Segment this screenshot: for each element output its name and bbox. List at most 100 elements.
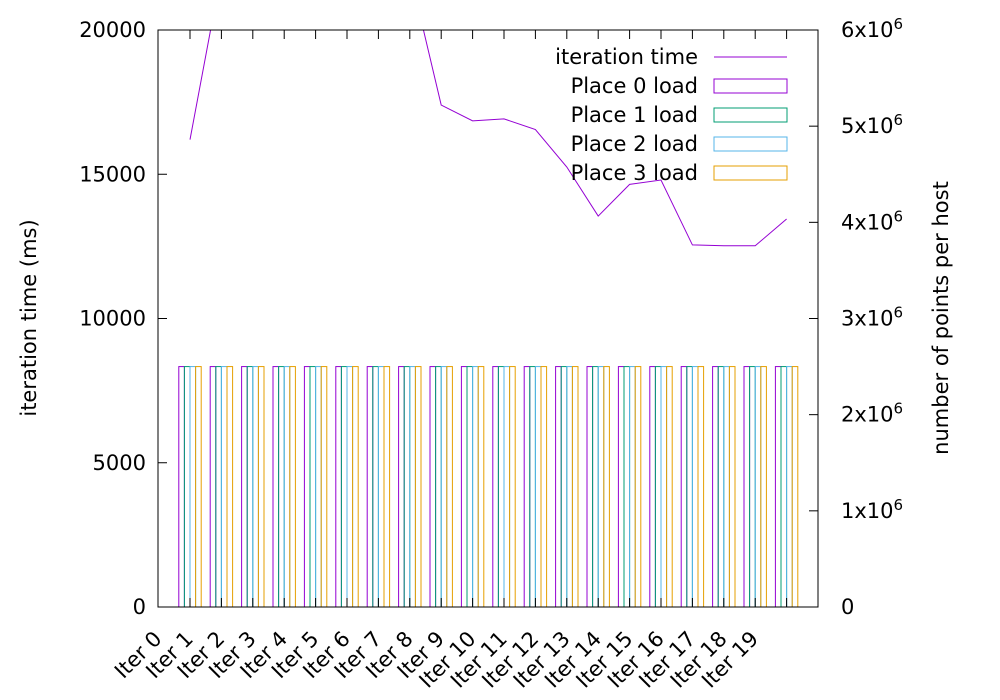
bar-place-2-iter-15: [660, 366, 668, 608]
y-left-tick-label: 5000: [93, 451, 146, 475]
bar-place-2-iter-7: [409, 366, 416, 608]
legend-swatch-box: [713, 78, 788, 94]
bar-place-1-iter-3: [278, 366, 285, 608]
bar-place-0-iter-7: [398, 366, 405, 608]
bar-place-2-iter-0: [189, 366, 197, 608]
bar-place-0-iter-12: [555, 366, 562, 608]
bar-place-1-iter-1: [215, 366, 222, 608]
bar-place-1-iter-4: [309, 366, 317, 608]
bar-place-1-iter-16: [686, 366, 693, 608]
bar-place-0-iter-8: [429, 366, 437, 608]
bar-place-0-iter-3: [272, 366, 280, 608]
bar-place-2-iter-18: [754, 366, 762, 608]
bar-place-3-iter-2: [257, 366, 265, 608]
bar-place-2-iter-14: [629, 366, 636, 608]
bar-place-3-iter-5: [352, 366, 359, 608]
bar-place-1-iter-10: [497, 366, 505, 608]
bar-place-0-iter-17: [712, 366, 719, 608]
bar-place-2-iter-17: [723, 366, 730, 608]
bar-place-3-iter-12: [571, 366, 579, 608]
bar-place-2-iter-12: [566, 366, 573, 608]
y-right-tick-label: 2x106: [841, 400, 903, 427]
bar-place-1-iter-15: [654, 366, 662, 608]
bars-layer: [178, 366, 799, 608]
bar-place-1-iter-5: [340, 366, 348, 608]
bar-place-2-iter-6: [377, 366, 385, 608]
bar-place-0-iter-19: [774, 366, 782, 608]
bar-place-3-iter-16: [697, 366, 705, 608]
bar-place-2-iter-5: [346, 366, 354, 608]
bar-place-0-iter-5: [335, 366, 342, 608]
bar-place-0-iter-13: [586, 366, 594, 608]
bar-place-0-iter-2: [241, 366, 248, 608]
bar-place-0-iter-6: [366, 366, 374, 608]
bar-place-2-iter-10: [503, 366, 511, 608]
bar-place-1-iter-17: [717, 366, 725, 608]
bar-place-3-iter-3: [289, 366, 296, 608]
y-right-axis-title: number of points per host: [929, 181, 953, 455]
y-right-tick-label: 6x106: [841, 15, 903, 42]
bar-place-1-iter-0: [183, 366, 191, 608]
labels-layer: 0 5000 10000 15000 20000 0 1x106 2x106 3x106 4x10…: [79, 15, 903, 693]
y-right-tick-label: 1x106: [841, 496, 903, 523]
bar-place-0-iter-4: [303, 366, 311, 608]
bar-place-3-iter-9: [477, 366, 485, 608]
ticks-layer: [158, 29, 818, 608]
bar-place-3-iter-6: [383, 366, 391, 608]
bar-place-3-iter-4: [320, 366, 328, 608]
y-left-axis-title: iteration time (ms): [17, 219, 41, 416]
legend-swatch-box: [713, 136, 788, 152]
iteration-time-line: [189, 30, 787, 247]
bar-place-3-iter-10: [509, 366, 516, 608]
bar-place-2-iter-9: [472, 366, 479, 608]
bar-place-1-iter-14: [623, 366, 631, 608]
bar-place-1-iter-2: [246, 366, 254, 608]
bar-place-3-iter-13: [603, 366, 610, 608]
bar-place-3-iter-8: [446, 366, 453, 608]
bar-place-1-iter-6: [372, 366, 379, 608]
bar-place-0-iter-14: [617, 366, 625, 608]
bar-place-2-iter-2: [252, 366, 259, 608]
bar-place-3-iter-15: [666, 366, 673, 608]
bar-place-3-iter-17: [728, 366, 736, 608]
bar-place-2-iter-11: [534, 366, 542, 608]
bar-place-1-iter-7: [403, 366, 411, 608]
legend-label: Place 1 load: [571, 103, 698, 127]
bar-place-3-iter-1: [226, 366, 234, 608]
y-left-tick-label: 20000: [79, 18, 146, 42]
bar-place-0-iter-1: [209, 366, 217, 608]
y-left-tick-label: 15000: [79, 162, 146, 186]
bar-place-0-iter-15: [649, 366, 656, 608]
bar-place-1-iter-12: [560, 366, 568, 608]
bar-place-3-iter-18: [760, 366, 767, 608]
bar-place-2-iter-3: [283, 366, 291, 608]
bar-place-1-iter-8: [435, 366, 442, 608]
bar-place-0-iter-10: [492, 366, 499, 608]
bar-place-0-iter-0: [178, 366, 185, 608]
legend-label: Place 0 load: [571, 74, 698, 98]
bar-place-2-iter-8: [440, 366, 448, 608]
y-right-tick-label: 4x106: [841, 207, 903, 234]
bar-place-2-iter-1: [220, 366, 228, 608]
bar-place-2-iter-13: [597, 366, 605, 608]
bar-place-0-iter-11: [523, 366, 531, 608]
bar-place-3-iter-7: [414, 366, 422, 608]
legend-label: iteration time: [555, 45, 698, 69]
legend-label: Place 2 load: [571, 132, 698, 156]
legend-label: Place 3 load: [571, 161, 698, 185]
bar-place-0-iter-9: [460, 366, 468, 608]
bar-place-2-iter-4: [315, 366, 322, 608]
bar-place-3-iter-14: [634, 366, 642, 608]
legend-swatch-box: [713, 107, 788, 123]
bar-place-1-iter-13: [592, 366, 599, 608]
y-right-tick-label: 5x106: [841, 111, 903, 138]
y-left-tick-label: 0: [133, 595, 146, 619]
bar-place-1-iter-11: [529, 366, 536, 608]
y-right-tick-label: 3x106: [841, 304, 903, 331]
legend: iteration time Place 0 load Place 1 load Pl…: [555, 45, 788, 185]
bar-place-3-iter-11: [540, 366, 548, 608]
bar-place-0-iter-16: [680, 366, 688, 608]
plot-frame: [157, 29, 819, 608]
bar-place-1-iter-9: [466, 366, 474, 608]
